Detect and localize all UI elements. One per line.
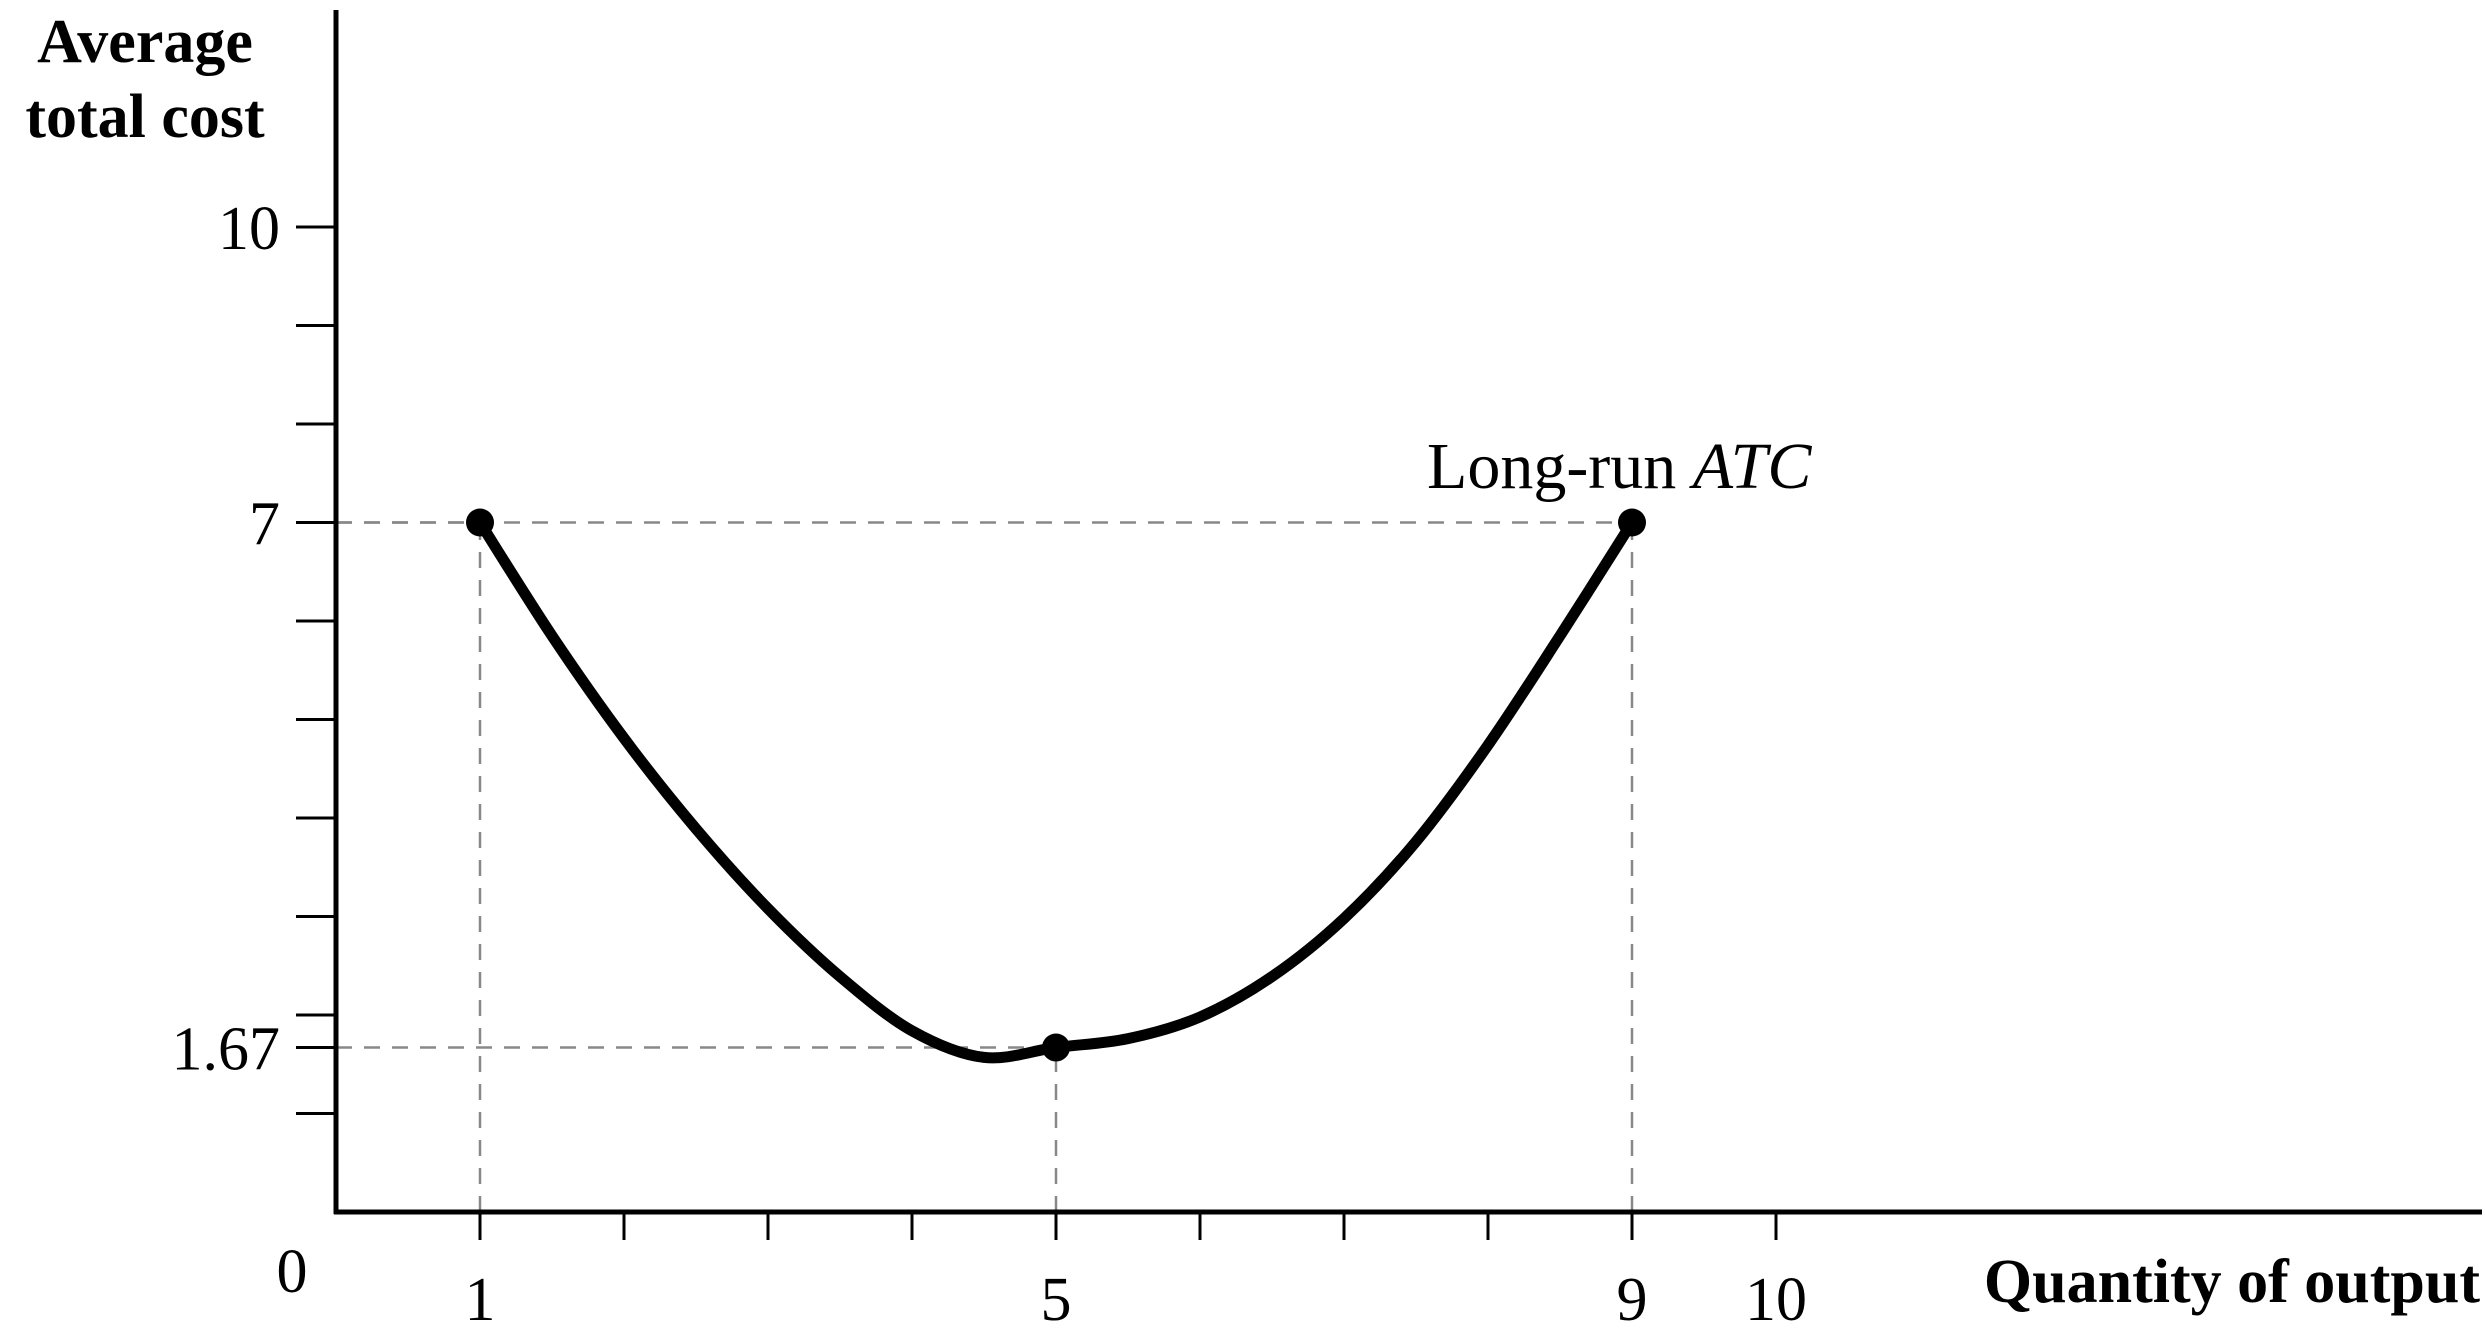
data-point-1 <box>1042 1033 1070 1062</box>
y-tick-label-7: 7 <box>249 491 280 559</box>
guide-lines-layer <box>336 521 1634 1212</box>
y-tick-label-10: 10 <box>218 195 280 263</box>
data-point-0 <box>466 508 494 537</box>
y-axis-title-line-2: total cost <box>25 83 265 151</box>
long-run-atc-curve <box>474 517 1638 1064</box>
x-axis-title: Quantity of output <box>1984 1248 2480 1316</box>
x-tick-label-5: 5 <box>1041 1266 1072 1334</box>
tick-labels-layer: 1 5 9 10 10 7 1.67 <box>172 195 1808 1334</box>
curve-label-prefix: Long-run <box>1427 430 1693 503</box>
y-axis-title-line-1: Average <box>37 8 253 76</box>
x-tick-label-1: 1 <box>465 1266 496 1334</box>
origin-label: 0 <box>277 1238 308 1306</box>
data-points-layer <box>466 508 1646 1062</box>
tick-marks-layer <box>296 225 1778 1240</box>
curve-label-atc: ATC <box>1689 430 1813 503</box>
x-tick-label-10: 10 <box>1745 1266 1807 1334</box>
y-tick-label-1.67: 1.67 <box>172 1016 281 1084</box>
x-tick-label-9: 9 <box>1617 1266 1648 1334</box>
data-point-2 <box>1618 508 1646 537</box>
curve-label: Long-run ATC <box>1427 430 1812 503</box>
